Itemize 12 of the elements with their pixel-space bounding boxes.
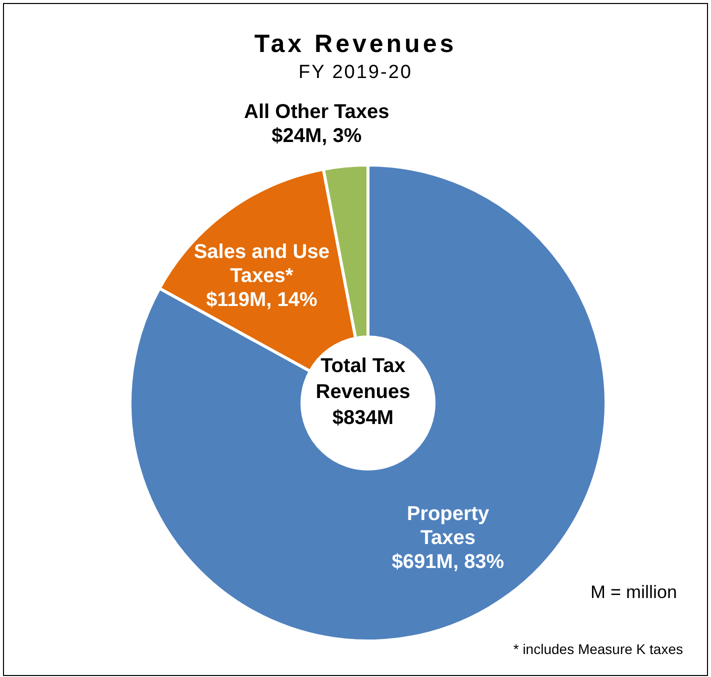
slice-label: Sales and Use Taxes* [194, 240, 330, 287]
text: * includes Measure K taxes [513, 641, 683, 657]
slice-label: All Other Taxes [244, 101, 390, 124]
data-label: $119M, 14% [206, 288, 318, 311]
donut-slice [128, 164, 608, 642]
data-label: $691M, 83% [392, 551, 504, 574]
data-label: $24M, 3% [272, 125, 362, 148]
chart-title: Tax Revenues [253, 30, 458, 59]
text: Total Tax Revenues $834M [314, 354, 412, 431]
chart-subtitle: FY 2019-20 [298, 62, 414, 84]
text: M = million [590, 582, 677, 603]
slice-label: Property Taxes [406, 503, 490, 550]
